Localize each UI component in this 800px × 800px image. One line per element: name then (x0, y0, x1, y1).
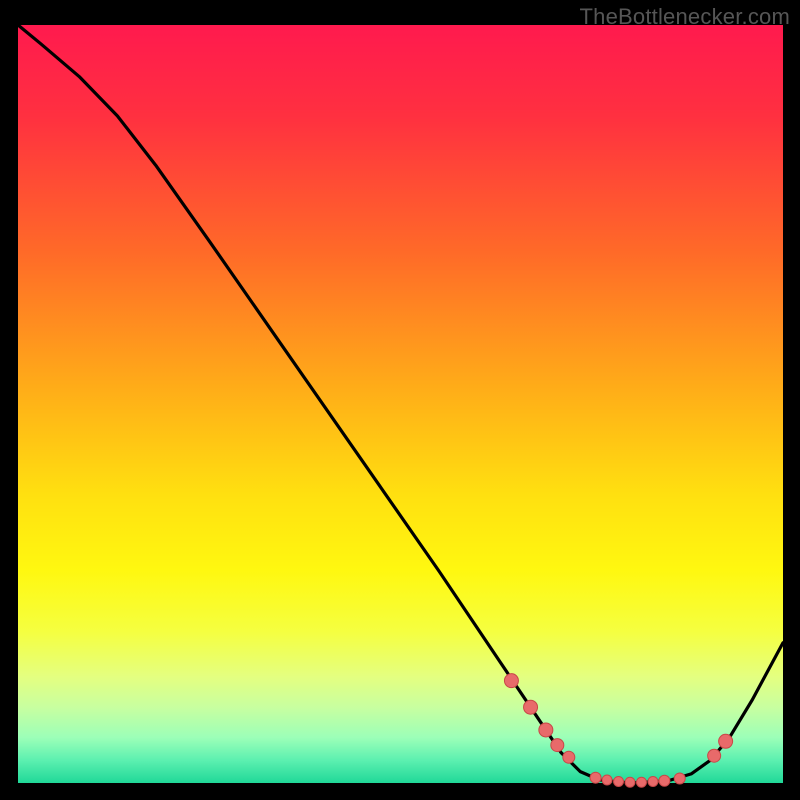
marker-point (551, 739, 564, 752)
marker-point (648, 776, 658, 786)
chart-container: TheBottlenecker.com (0, 0, 800, 800)
marker-point (674, 773, 685, 784)
watermark-text: TheBottlenecker.com (580, 4, 790, 30)
marker-point (524, 700, 538, 714)
marker-point (708, 749, 721, 762)
bottleneck-curve-chart (0, 0, 800, 800)
marker-point (602, 775, 612, 785)
marker-point (539, 723, 553, 737)
marker-point (659, 775, 670, 786)
marker-point (590, 772, 601, 783)
marker-point (625, 777, 635, 787)
chart-background (18, 25, 783, 783)
marker-point (614, 776, 624, 786)
marker-point (563, 751, 575, 763)
marker-point (719, 734, 733, 748)
marker-point (636, 777, 646, 787)
marker-point (504, 674, 518, 688)
